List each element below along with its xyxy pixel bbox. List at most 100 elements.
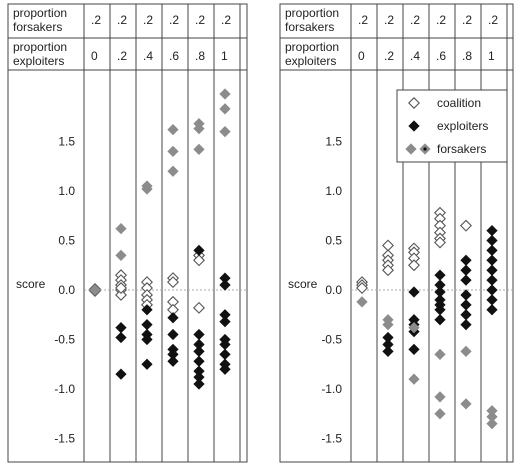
header-value-forsakers: .2 <box>143 13 153 27</box>
header-label-forsakers-line1: proportion <box>285 6 339 20</box>
point-exploiters <box>408 286 420 298</box>
header-value-exploiters: .4 <box>143 49 153 63</box>
point-forsakers <box>167 165 179 177</box>
header-label-exploiters-line2: exploiters <box>285 54 336 68</box>
point-forsakers <box>408 321 420 334</box>
header-value-forsakers: .2 <box>462 13 472 27</box>
point-coalition <box>460 219 472 232</box>
point-exploiters <box>141 319 153 331</box>
y-tick-label: 1.5 <box>325 135 342 149</box>
y-tick-label: -1.5 <box>54 432 75 446</box>
point-coalition <box>382 264 394 277</box>
point-exploiters <box>486 294 498 306</box>
panel-frame <box>7 3 248 463</box>
point-forsakers <box>434 391 446 403</box>
header-value-forsakers: .2 <box>91 13 101 27</box>
legend-marker-coalition <box>408 97 420 109</box>
point-forsakers <box>382 319 394 331</box>
point-exploiters <box>219 363 231 375</box>
y-axis-label: score <box>16 277 46 291</box>
point-exploiters <box>486 264 498 276</box>
y-tick-label: -0.5 <box>54 333 75 347</box>
point-forsakers <box>460 345 472 358</box>
chart-panel-2: proportionforsakersproportionexploiters.… <box>279 3 514 463</box>
point-coalition <box>115 288 127 301</box>
header-value-forsakers: .2 <box>195 13 205 27</box>
point-exploiters <box>460 309 472 321</box>
header-value-forsakers: .2 <box>488 13 498 27</box>
y-tick-label: 1.0 <box>58 184 75 198</box>
y-tick-label: 0.5 <box>58 234 75 248</box>
point-forsakers <box>193 143 205 156</box>
point-exploiters <box>486 304 498 316</box>
header-value-exploiters: 0 <box>358 49 365 63</box>
header-label-exploiters-line1: proportion <box>13 40 67 54</box>
point-exploiters <box>486 234 498 247</box>
point-exploiters <box>382 345 394 358</box>
point-forsakers <box>141 183 153 195</box>
header-value-exploiters: .2 <box>117 49 127 63</box>
point-exploiters <box>460 319 472 331</box>
point-exploiters <box>219 279 231 291</box>
y-tick-label: -1.5 <box>321 432 342 446</box>
legend-marker-exploiters <box>408 120 420 132</box>
y-tick-label: -0.5 <box>321 333 342 347</box>
point-forsakers <box>356 296 368 308</box>
point-forsakers <box>89 284 101 296</box>
point-forsakers <box>167 145 179 158</box>
header-value-exploiters: .2 <box>384 49 394 63</box>
point-coalition <box>167 276 179 289</box>
point-exploiters <box>219 316 231 328</box>
point-forsakers <box>434 408 446 420</box>
y-axis-label: score <box>288 277 318 291</box>
y-tick-label: 1.5 <box>58 135 75 149</box>
header-value-exploiters: .4 <box>410 49 420 63</box>
point-exploiters <box>460 299 472 311</box>
point-forsakers <box>486 418 498 430</box>
y-tick-label: -1.0 <box>321 382 342 396</box>
point-coalition <box>193 301 205 314</box>
point-exploiters <box>193 244 205 257</box>
point-exploiters <box>193 345 205 358</box>
point-exploiters <box>193 355 205 367</box>
point-exploiters <box>408 343 420 356</box>
header-label-forsakers-line1: proportion <box>13 6 67 20</box>
header-value-forsakers: .2 <box>117 13 127 27</box>
header-value-exploiters: 1 <box>221 49 228 63</box>
point-forsakers <box>115 249 127 261</box>
point-forsakers <box>219 125 231 138</box>
point-exploiters <box>486 274 498 286</box>
header-value-exploiters: 1 <box>488 49 495 63</box>
header-value-forsakers: .2 <box>169 13 179 27</box>
point-exploiters <box>486 224 498 237</box>
point-exploiters <box>434 269 446 281</box>
header-value-exploiters: 0 <box>91 49 98 63</box>
point-exploiters <box>193 328 205 341</box>
point-exploiters <box>167 328 179 341</box>
point-forsakers <box>460 398 472 410</box>
point-exploiters <box>141 304 153 316</box>
point-exploiters <box>460 254 472 266</box>
y-tick-label: 0.0 <box>325 283 342 297</box>
point-forsakers <box>219 88 231 100</box>
header-value-exploiters: .8 <box>195 49 205 63</box>
legend-marker-dot <box>423 147 427 151</box>
point-forsakers <box>434 348 446 360</box>
point-exploiters <box>486 254 498 266</box>
point-exploiters <box>193 378 205 390</box>
point-coalition <box>193 254 205 267</box>
header-value-exploiters: .6 <box>436 49 446 63</box>
header-label-exploiters-line1: proportion <box>285 40 339 54</box>
point-exploiters <box>115 331 127 344</box>
point-forsakers <box>115 222 127 235</box>
legend-marker-forsakers <box>405 143 417 155</box>
point-forsakers <box>167 123 179 136</box>
point-exploiters <box>219 348 231 360</box>
point-exploiters <box>486 244 498 257</box>
legend-label-exploiters: exploiters <box>437 119 488 133</box>
point-forsakers <box>408 373 420 385</box>
header-value-forsakers: .2 <box>358 13 368 27</box>
header-value-exploiters: .6 <box>169 49 179 63</box>
point-exploiters <box>486 284 498 296</box>
